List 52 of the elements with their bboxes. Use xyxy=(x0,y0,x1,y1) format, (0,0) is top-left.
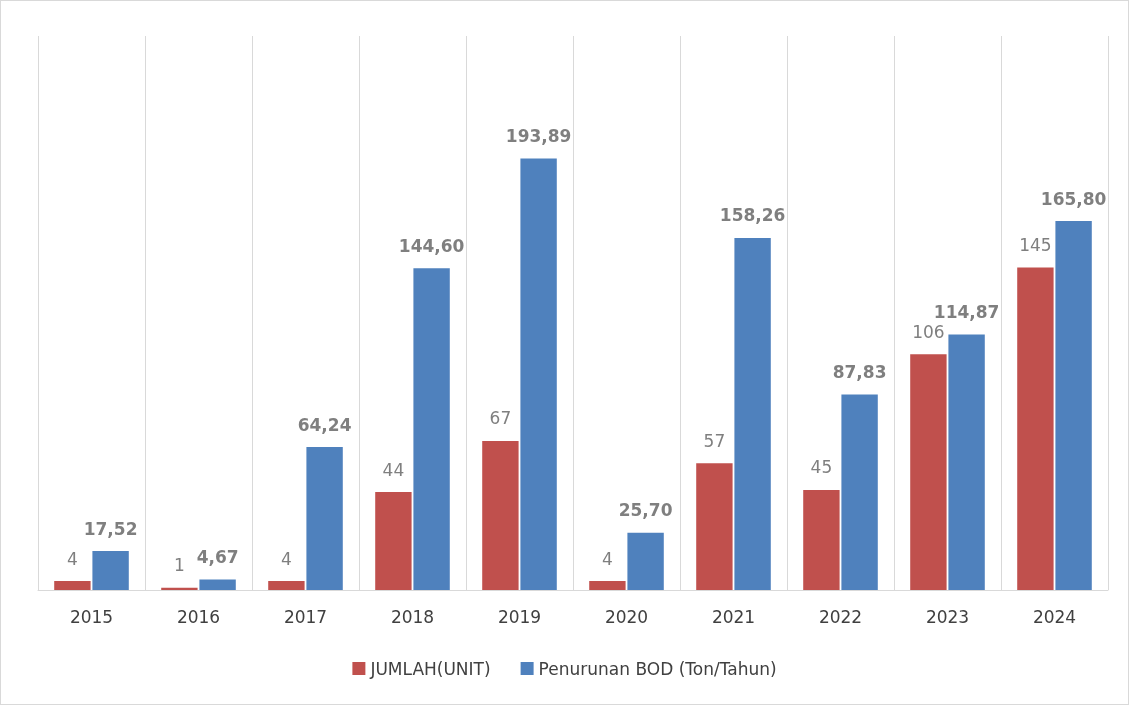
data-label: 4 xyxy=(66,548,78,569)
x-tick-label: 2015 xyxy=(69,606,114,627)
bar xyxy=(910,354,947,590)
bar xyxy=(306,447,343,590)
bar xyxy=(841,394,878,590)
bar xyxy=(54,581,91,590)
data-label: 106 xyxy=(912,321,945,342)
x-tick-label: 2022 xyxy=(818,606,863,627)
data-label: 193,89 xyxy=(505,126,572,147)
data-label: 145 xyxy=(1019,234,1052,255)
x-tick-label: 2016 xyxy=(176,606,221,627)
x-tick-label: 2017 xyxy=(283,606,328,627)
bar xyxy=(375,492,412,590)
bar xyxy=(734,237,771,590)
bar xyxy=(1017,267,1054,590)
data-label: 87,83 xyxy=(832,362,887,383)
x-tick-label: 2024 xyxy=(1032,606,1077,627)
data-label: 144,60 xyxy=(398,235,465,256)
data-label: 114,87 xyxy=(933,301,1000,322)
data-label: 45 xyxy=(810,457,833,478)
data-label: 165,80 xyxy=(1040,188,1107,209)
data-label: 4,67 xyxy=(196,547,239,568)
bar xyxy=(520,158,557,590)
data-label: 4 xyxy=(601,548,613,569)
bar xyxy=(92,551,129,590)
x-tick-label: 2023 xyxy=(925,606,970,627)
data-label: 44 xyxy=(382,459,405,480)
bar xyxy=(268,581,305,590)
x-tick-label: 2019 xyxy=(497,606,542,627)
data-label: 25,70 xyxy=(618,500,673,521)
bar xyxy=(1055,221,1092,590)
data-label: 57 xyxy=(703,430,726,451)
x-tick-label: 2020 xyxy=(604,606,649,627)
data-label: 67 xyxy=(489,408,512,429)
legend-label: Penurunan BOD (Ton/Tahun) xyxy=(538,658,777,679)
bar xyxy=(627,532,664,590)
bar xyxy=(589,581,626,590)
data-label: 4 xyxy=(280,548,292,569)
bar xyxy=(161,587,198,590)
x-tick-label: 2021 xyxy=(711,606,756,627)
x-tick-label: 2018 xyxy=(390,606,435,627)
data-label: 64,24 xyxy=(297,414,352,435)
legend-label: JUMLAH(UNIT) xyxy=(369,658,491,679)
bar xyxy=(696,463,733,590)
data-label: 1 xyxy=(173,555,185,576)
bar xyxy=(199,579,236,590)
bar xyxy=(803,489,840,590)
data-label: 158,26 xyxy=(719,205,786,226)
data-label: 17,52 xyxy=(83,518,138,539)
bar xyxy=(482,440,519,590)
bar xyxy=(948,334,985,590)
bar xyxy=(413,268,450,590)
